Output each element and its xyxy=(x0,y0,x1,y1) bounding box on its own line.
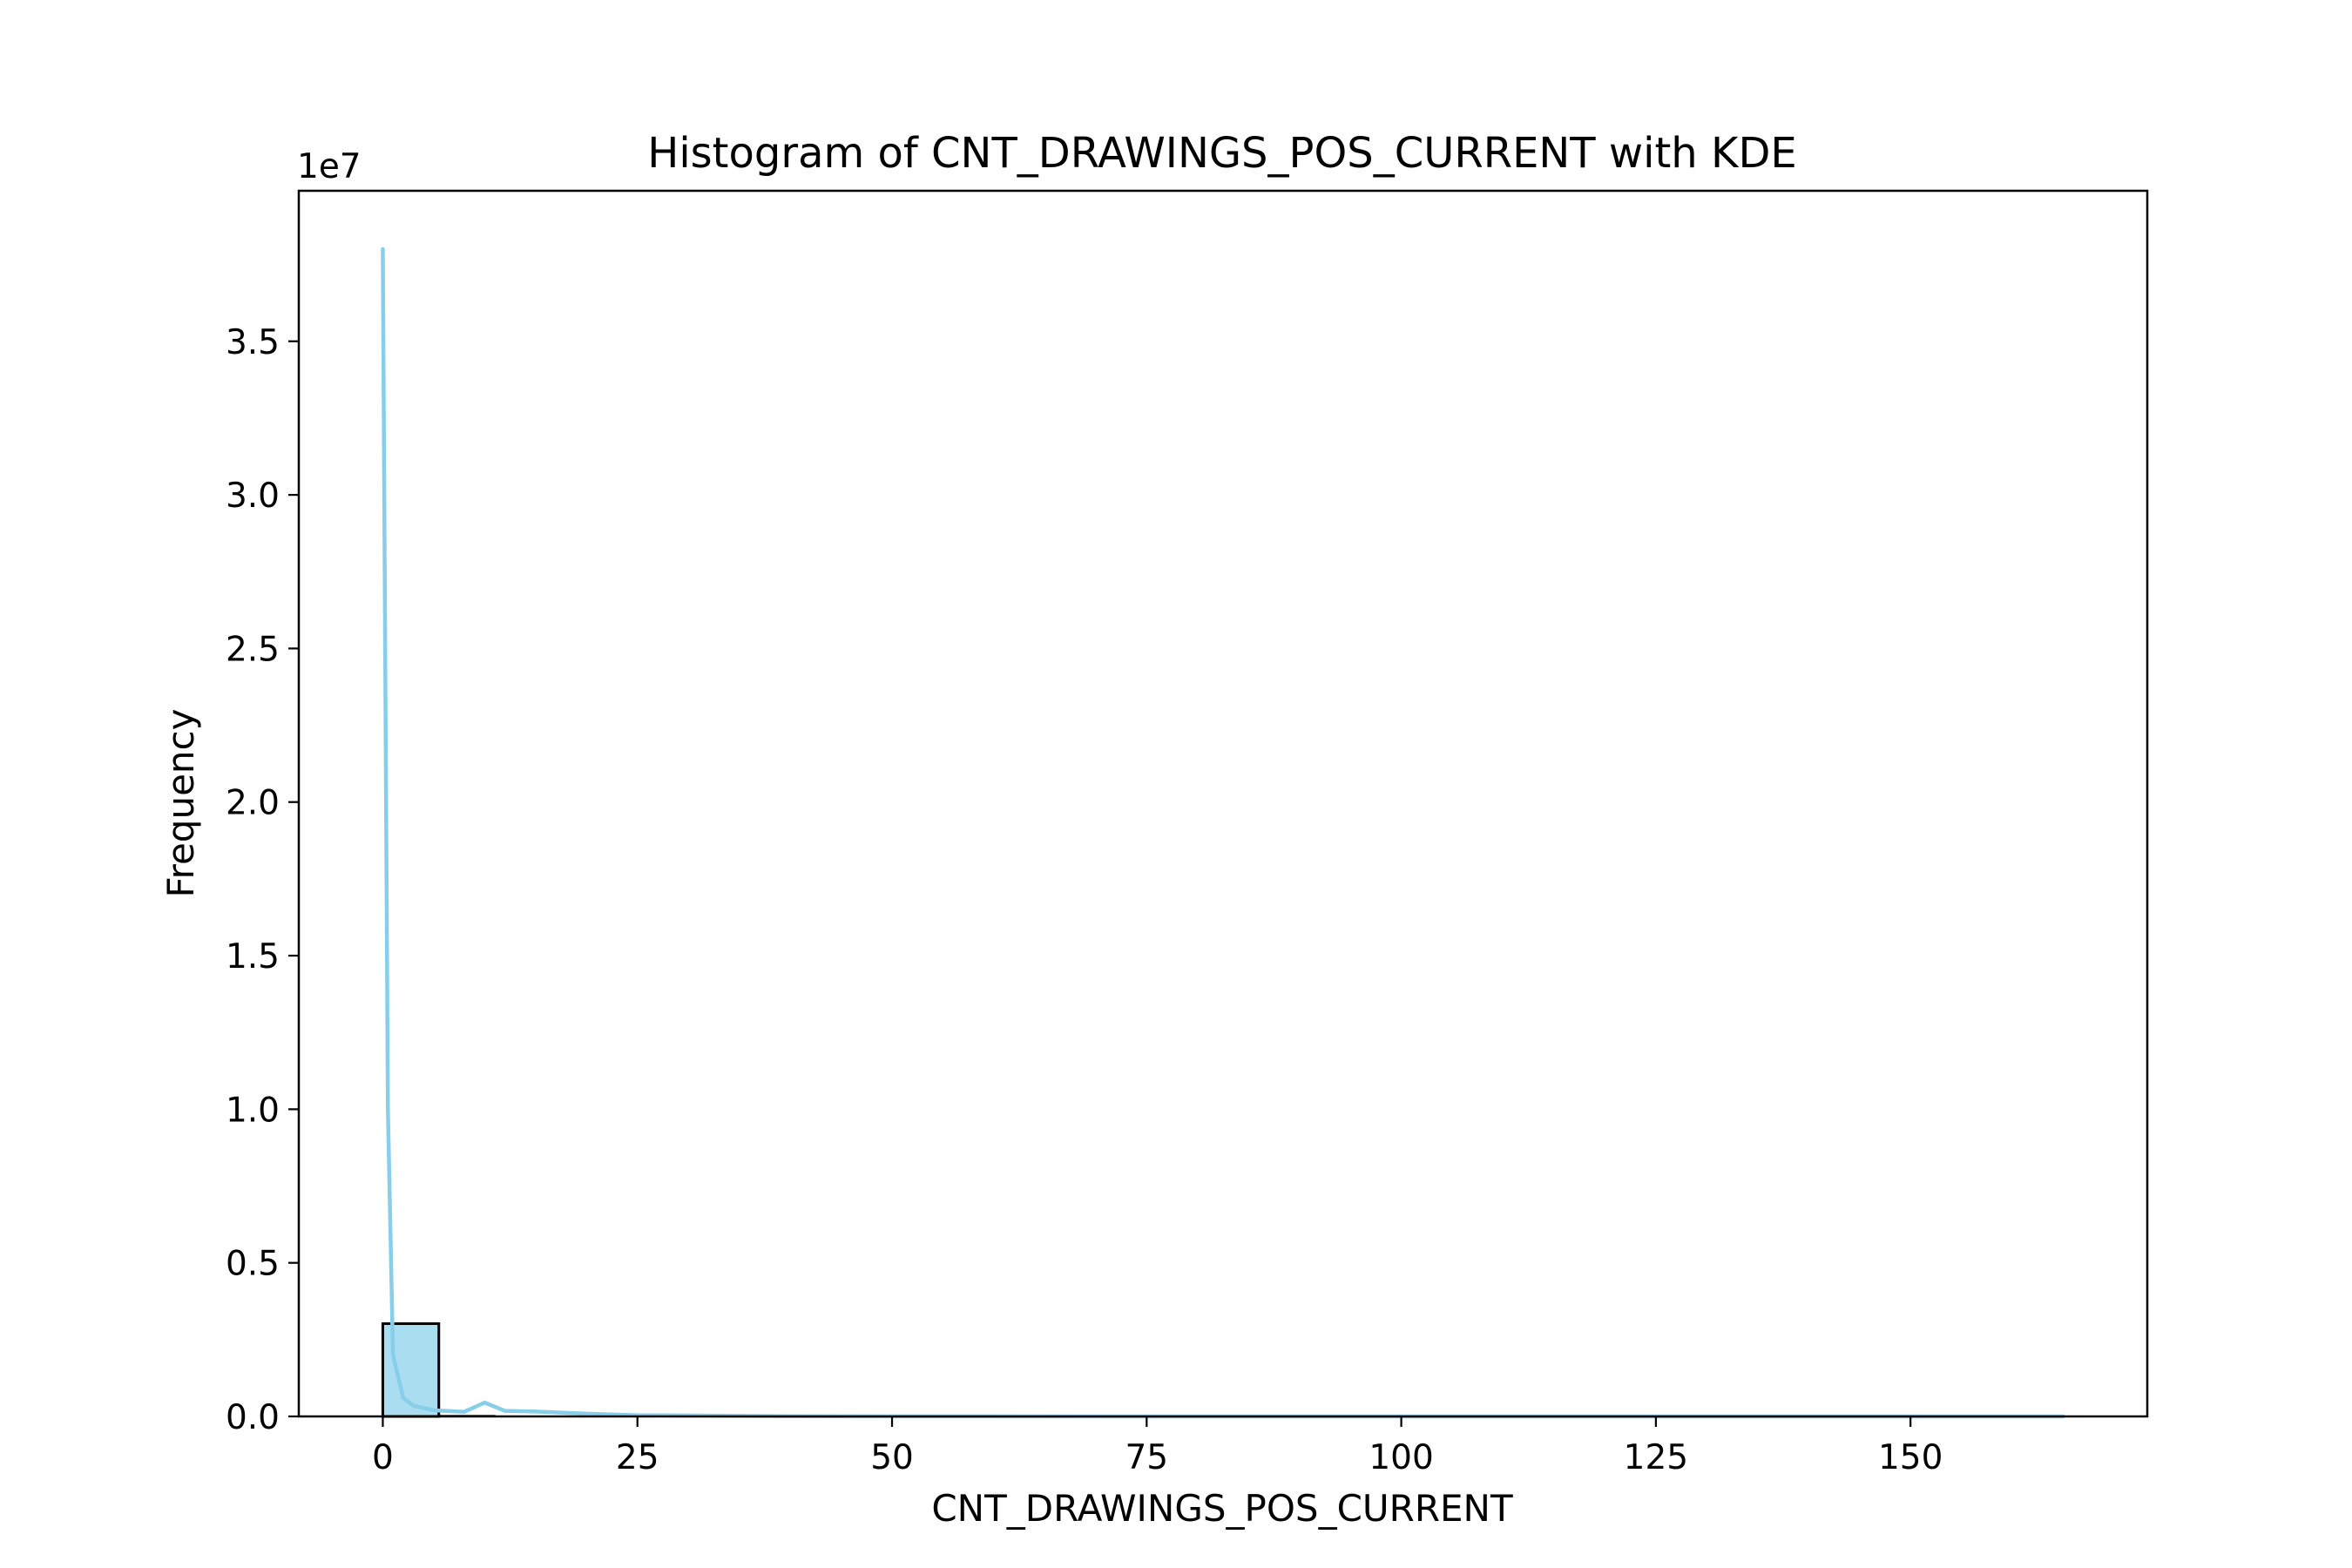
x-axis-label: CNT_DRAWINGS_POS_CURRENT xyxy=(931,1487,1513,1530)
x-tick-label: 50 xyxy=(870,1438,914,1477)
x-tick-label: 25 xyxy=(616,1438,659,1477)
y-tick-label: 2.5 xyxy=(226,630,280,669)
axes-frame xyxy=(297,189,2149,1418)
x-tick-label: 150 xyxy=(1878,1438,1943,1477)
y-tick-label: 3.0 xyxy=(226,476,280,516)
y-axis-offset-label: 1e7 xyxy=(297,147,362,186)
y-tick-label: 1.0 xyxy=(226,1091,280,1130)
y-tick-label: 3.5 xyxy=(226,323,280,362)
y-axis-label: Frequency xyxy=(159,709,202,898)
x-tick-label: 75 xyxy=(1125,1438,1168,1477)
y-tick-label: 2.0 xyxy=(226,784,280,823)
x-tick-label: 125 xyxy=(1624,1438,1688,1477)
chart-title: Histogram of CNT_DRAWINGS_POS_CURRENT wi… xyxy=(647,129,1797,178)
y-tick-label: 0.0 xyxy=(226,1398,280,1437)
y-axis-ticks: 0.0 0.5 1.0 1.5 2.0 2.5 3.0 3.5 xyxy=(226,323,299,1437)
y-tick-label: 0.5 xyxy=(226,1245,280,1284)
x-tick-label: 0 xyxy=(372,1438,394,1477)
x-axis-ticks: 0 25 50 75 100 125 150 xyxy=(372,1416,1943,1477)
x-tick-label: 100 xyxy=(1369,1438,1433,1477)
y-tick-label: 1.5 xyxy=(226,937,280,977)
